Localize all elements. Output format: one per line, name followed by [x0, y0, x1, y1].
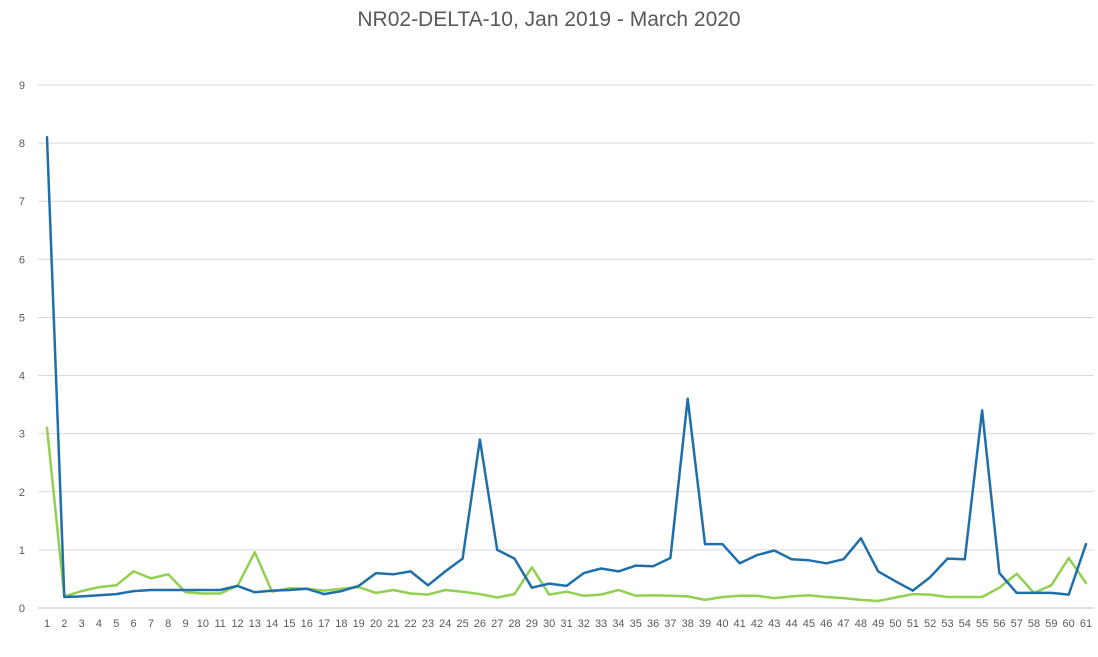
- x-tick-label: 61: [1080, 618, 1092, 630]
- x-tick-label: 43: [768, 618, 780, 630]
- x-tick-label: 52: [924, 618, 936, 630]
- x-tick-label: 49: [872, 618, 884, 630]
- x-tick-label: 24: [439, 618, 451, 630]
- x-tick-label: 39: [699, 618, 711, 630]
- series-lines: [45, 136, 1088, 603]
- x-tick-label: 28: [508, 618, 520, 630]
- x-tick-label: 10: [197, 618, 209, 630]
- x-tick-label: 16: [301, 618, 313, 630]
- x-tick-label: 40: [716, 618, 728, 630]
- y-tick-label: 7: [19, 196, 25, 208]
- y-tick-label: 0: [19, 603, 25, 615]
- x-tick-label: 58: [1028, 618, 1040, 630]
- x-tick-label: 54: [959, 618, 971, 630]
- x-tick-label: 46: [820, 618, 832, 630]
- x-tick-label: 56: [993, 618, 1005, 630]
- x-tick-label: 3: [79, 618, 85, 630]
- x-tick-label: 35: [630, 618, 642, 630]
- x-tick-label: 23: [422, 618, 434, 630]
- x-tick-label: 57: [1011, 618, 1023, 630]
- x-tick-label: 60: [1063, 618, 1075, 630]
- series-line-1: [45, 136, 1088, 599]
- x-tick-label: 33: [595, 618, 607, 630]
- x-tick-label: 8: [165, 618, 171, 630]
- chart-title: NR02-DELTA-10, Jan 2019 - March 2020: [357, 8, 741, 31]
- x-tick-labels: 1 2 3 4 5 6 7 8 9 10 11 12 13 14 15 16 17 18 19 20 21 22 23 24 2…: [44, 618, 1092, 630]
- x-tick-label: 25: [456, 618, 468, 630]
- x-tick-label: 15: [283, 618, 295, 630]
- y-tick-label: 5: [19, 312, 25, 324]
- y-tick-label: 3: [19, 429, 25, 441]
- y-tick-label: 4: [19, 371, 25, 383]
- y-tick-label: 2: [19, 487, 25, 499]
- x-tick-label: 34: [612, 618, 624, 630]
- x-tick-label: 50: [889, 618, 901, 630]
- x-tick-label: 21: [387, 618, 399, 630]
- x-tick-label: 48: [855, 618, 867, 630]
- x-tick-label: 26: [474, 618, 486, 630]
- gridlines: [38, 84, 1094, 609]
- y-tick-label: 1: [19, 545, 25, 557]
- y-tick-label: 8: [19, 138, 25, 150]
- x-tick-label: 45: [803, 618, 815, 630]
- x-tick-label: 14: [266, 618, 278, 630]
- y-tick-labels: 0 1 2 3 4 5 6 7 8 9: [19, 80, 25, 615]
- x-tick-label: 37: [664, 618, 676, 630]
- x-tick-label: 53: [941, 618, 953, 630]
- x-tick-label: 18: [335, 618, 347, 630]
- x-tick-label: 4: [96, 618, 102, 630]
- x-tick-label: 42: [751, 618, 763, 630]
- x-tick-label: 12: [231, 618, 243, 630]
- x-tick-label: 59: [1045, 618, 1057, 630]
- x-tick-label: 9: [182, 618, 188, 630]
- x-tick-label: 19: [353, 618, 365, 630]
- x-tick-label: 41: [734, 618, 746, 630]
- x-tick-label: 1: [44, 618, 50, 630]
- x-tick-label: 2: [61, 618, 67, 630]
- x-tick-label: 55: [976, 618, 988, 630]
- y-tick-label: 6: [19, 254, 25, 266]
- x-tick-label: 29: [526, 618, 538, 630]
- x-tick-label: 13: [249, 618, 261, 630]
- x-tick-label: 7: [148, 618, 154, 630]
- series-line-2: [45, 426, 1088, 603]
- x-tick-label: 27: [491, 618, 503, 630]
- x-tick-label: 11: [214, 618, 225, 630]
- x-tick-label: 22: [405, 618, 417, 630]
- x-tick-label: 5: [113, 618, 119, 630]
- x-tick-label: 47: [837, 618, 849, 630]
- x-tick-label: 36: [647, 618, 659, 630]
- x-tick-label: 20: [370, 618, 382, 630]
- y-tick-label: 9: [19, 80, 25, 92]
- x-tick-label: 44: [785, 618, 797, 630]
- x-tick-label: 6: [131, 618, 137, 630]
- x-tick-label: 32: [578, 618, 590, 630]
- x-tick-label: 38: [682, 618, 694, 630]
- x-tick-label: 51: [907, 618, 919, 630]
- x-tick-label: 17: [318, 618, 330, 630]
- x-tick-label: 30: [543, 618, 555, 630]
- x-tick-label: 31: [560, 618, 572, 630]
